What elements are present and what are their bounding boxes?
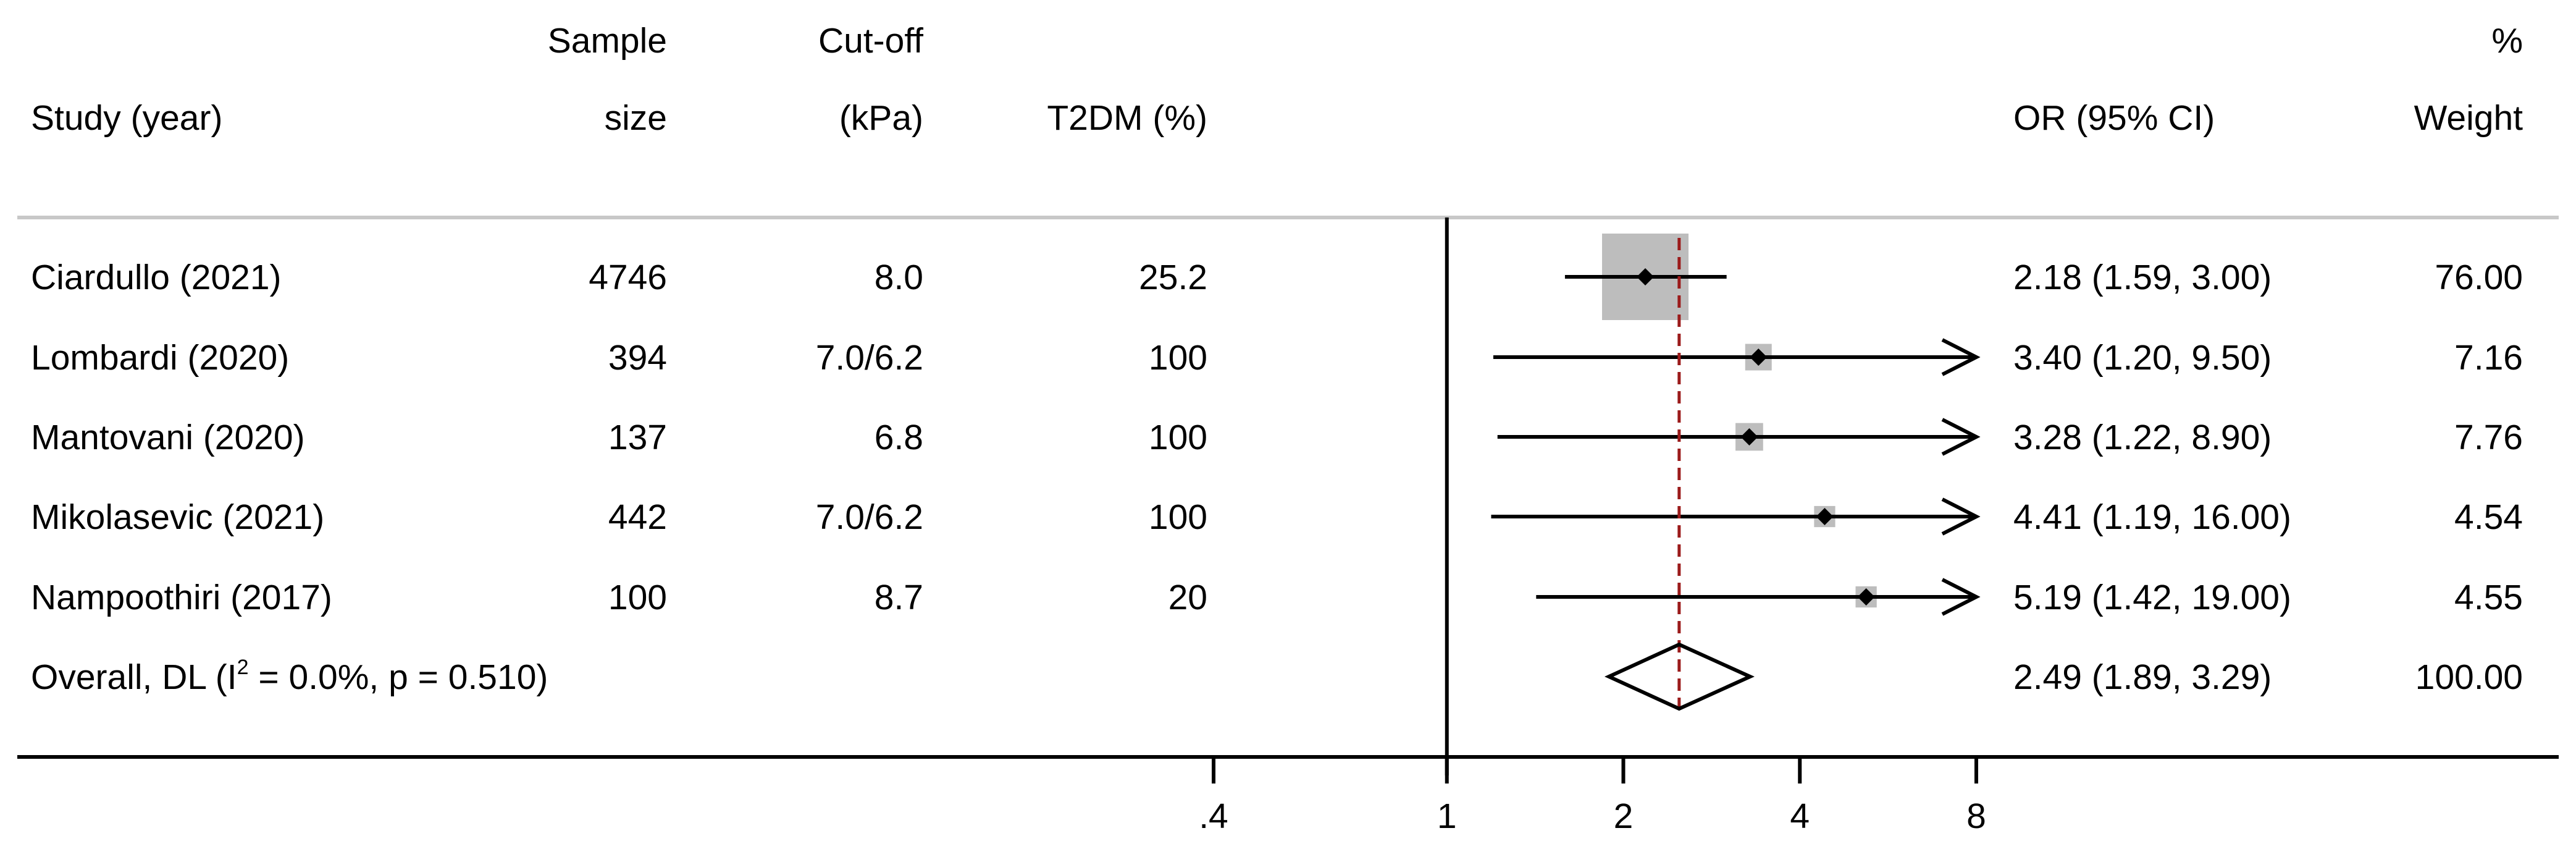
t2dm-value: 25.2 xyxy=(1139,258,1207,297)
study-row xyxy=(1491,497,1981,536)
cutoff-value: 7.0/6.2 xyxy=(816,338,923,378)
point-estimate xyxy=(1637,268,1655,285)
ci-arrow xyxy=(1941,418,1981,456)
weight-text: 4.55 xyxy=(2454,578,2523,617)
sample-size: 394 xyxy=(608,338,667,378)
study-row xyxy=(1536,578,1981,616)
sample-size: 100 xyxy=(608,578,667,617)
header-study: Study (year) xyxy=(31,98,222,138)
plot-area xyxy=(1445,218,1981,775)
header-weight-bottom: Weight xyxy=(2414,98,2524,138)
t2dm-value: 100 xyxy=(1149,497,1207,537)
column-headers: Study (year) Sample size Cut-off (kPa) T… xyxy=(31,21,2523,138)
ci-arrow xyxy=(1941,578,1981,616)
header-t2dm: T2DM (%) xyxy=(1047,98,1207,138)
study-name: Lombardi (2020) xyxy=(31,338,289,378)
overall-label: Overall, DL (I2 = 0.0%, p = 0.510) xyxy=(31,656,548,697)
or-ci-text: 2.18 (1.59, 3.00) xyxy=(2013,258,2272,297)
header-cutoff-bottom: (kPa) xyxy=(839,98,923,138)
overall-label-sup: 2 xyxy=(237,656,249,679)
point-estimate xyxy=(1857,588,1875,606)
cutoff-value: 8.0 xyxy=(875,258,923,297)
x-tick-label: 2 xyxy=(1614,796,1634,836)
study-row xyxy=(1493,338,1981,376)
study-name: Mikolasevic (2021) xyxy=(31,497,324,537)
study-row xyxy=(1564,234,1727,320)
x-tick-label: 1 xyxy=(1437,796,1457,836)
or-ci-text: 3.28 (1.22, 8.90) xyxy=(2013,418,2272,457)
t2dm-value: 20 xyxy=(1168,578,1207,617)
weight-text: 76.00 xyxy=(2435,258,2523,297)
study-name: Mantovani (2020) xyxy=(31,418,305,457)
overall-diamond xyxy=(1604,642,1755,711)
x-tick-label: 8 xyxy=(1966,796,1986,836)
t2dm-value: 100 xyxy=(1149,418,1207,457)
cutoff-value: 6.8 xyxy=(875,418,923,457)
header-sample-top: Sample xyxy=(548,21,667,61)
ci-arrow xyxy=(1941,338,1981,376)
ci-arrow xyxy=(1941,497,1981,536)
study-rows: Ciardullo (2021) 4746 8.0 25.2 2.18 (1.59, 3… xyxy=(31,258,2523,617)
study-name: Ciardullo (2021) xyxy=(31,258,282,297)
x-tick-label: .4 xyxy=(1199,796,1228,836)
sample-size: 4746 xyxy=(589,258,667,297)
overall-label-prefix: Overall, DL (I xyxy=(31,657,237,697)
point-estimate xyxy=(1816,508,1834,525)
overall-weight-text: 100.00 xyxy=(2415,657,2523,697)
x-tick-label: 4 xyxy=(1790,796,1810,836)
overall-row: Overall, DL (I2 = 0.0%, p = 0.510) 2.49 … xyxy=(31,656,2523,697)
header-weight-top: % xyxy=(2491,21,2523,61)
sample-size: 442 xyxy=(608,497,667,537)
sample-size: 137 xyxy=(608,418,667,457)
weight-text: 4.54 xyxy=(2454,497,2523,537)
point-estimate xyxy=(1750,348,1768,366)
header-sample-bottom: size xyxy=(605,98,667,138)
weight-text: 7.76 xyxy=(2454,418,2523,457)
or-ci-text: 5.19 (1.42, 19.00) xyxy=(2013,578,2291,617)
or-ci-text: 4.41 (1.19, 16.00) xyxy=(2013,497,2291,537)
header-or: OR (95% CI) xyxy=(2013,98,2215,138)
study-name: Nampoothiri (2017) xyxy=(31,578,332,617)
weight-text: 7.16 xyxy=(2454,338,2523,378)
t2dm-value: 100 xyxy=(1149,338,1207,378)
or-ci-text: 3.40 (1.20, 9.50) xyxy=(2013,338,2272,378)
header-cutoff-top: Cut-off xyxy=(818,21,923,61)
cutoff-value: 7.0/6.2 xyxy=(816,497,923,537)
overall-or-text: 2.49 (1.89, 3.29) xyxy=(2013,657,2272,697)
point-estimate xyxy=(1740,428,1758,446)
study-row xyxy=(1497,418,1981,456)
cutoff-value: 8.7 xyxy=(875,578,923,617)
x-axis: .4 1 2 4 8 xyxy=(1199,759,1986,836)
overall-label-suffix: = 0.0%, p = 0.510) xyxy=(249,657,548,697)
